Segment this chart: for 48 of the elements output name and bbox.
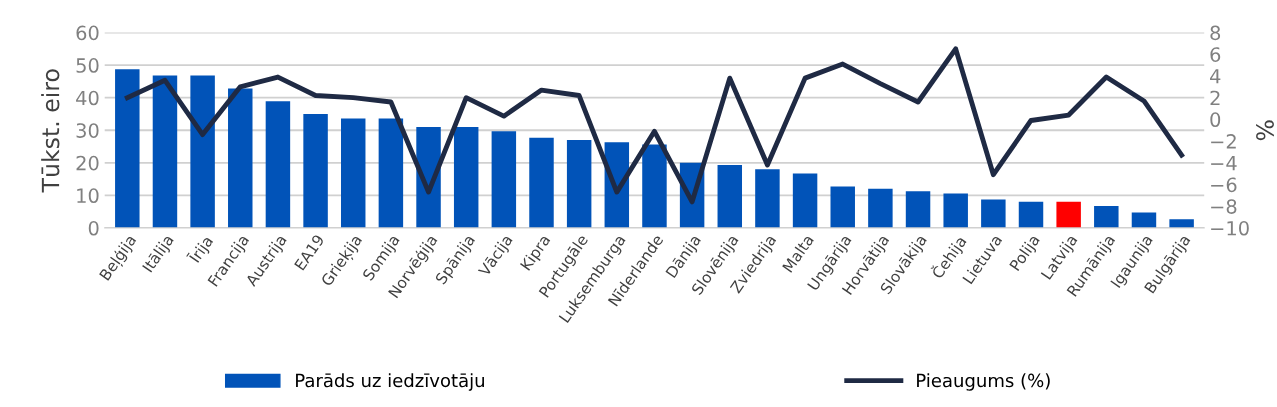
- bar: [566, 140, 592, 228]
- bar: [981, 199, 1006, 228]
- bar: [1131, 212, 1157, 228]
- bar: [905, 191, 931, 228]
- y2-tick-label: −6: [1211, 177, 1237, 193]
- bar: [830, 186, 855, 228]
- bar: [1056, 201, 1081, 228]
- bar: [303, 113, 328, 228]
- y2-tick-label: −2: [1211, 134, 1236, 149]
- bar: [755, 169, 780, 228]
- y2-axis-title: %: [1256, 120, 1274, 141]
- legend-label: Pieaugums (%): [917, 373, 1050, 391]
- y-tick-label: 60: [76, 25, 99, 41]
- bar: [717, 165, 743, 228]
- legend-label: Parāds uz iedzīvotāju: [296, 373, 484, 391]
- bar: [340, 118, 366, 228]
- y2-tick-label: 4: [1210, 69, 1221, 84]
- y2-tick-label: −4: [1211, 156, 1237, 171]
- bar: [1018, 201, 1044, 228]
- line-series: [124, 46, 1185, 205]
- y-tick-label: 0: [88, 220, 99, 236]
- bar: [1094, 206, 1119, 228]
- bar: [453, 126, 479, 228]
- bar: [529, 137, 554, 228]
- bar: [115, 69, 140, 228]
- bar: [190, 75, 215, 228]
- y2-tick-label: −8: [1211, 199, 1237, 214]
- y-tick-label: 50: [76, 58, 99, 73]
- bar: [642, 144, 667, 228]
- y-axis-title: Tūkst. eiro: [41, 69, 60, 193]
- bar: [152, 75, 178, 228]
- y2-tick-label: 0: [1210, 112, 1221, 128]
- y2-tick-label: 2: [1210, 90, 1220, 106]
- bar: [265, 101, 291, 228]
- y2-tick-label: 6: [1210, 47, 1221, 62]
- bar: [228, 88, 253, 228]
- y-tick-label: 10: [77, 188, 99, 204]
- y2-tick-label: 8: [1210, 25, 1221, 41]
- bar: [1169, 219, 1194, 228]
- y-tick-label: 30: [76, 123, 99, 138]
- y-tick-label: 20: [76, 155, 99, 171]
- bar: [792, 173, 818, 228]
- bar: [491, 131, 517, 228]
- bar: [943, 193, 968, 228]
- bar: [378, 118, 404, 228]
- y-tick-label: 40: [76, 90, 99, 106]
- bar: [868, 188, 893, 228]
- y2-tick-label: −10: [1211, 220, 1249, 236]
